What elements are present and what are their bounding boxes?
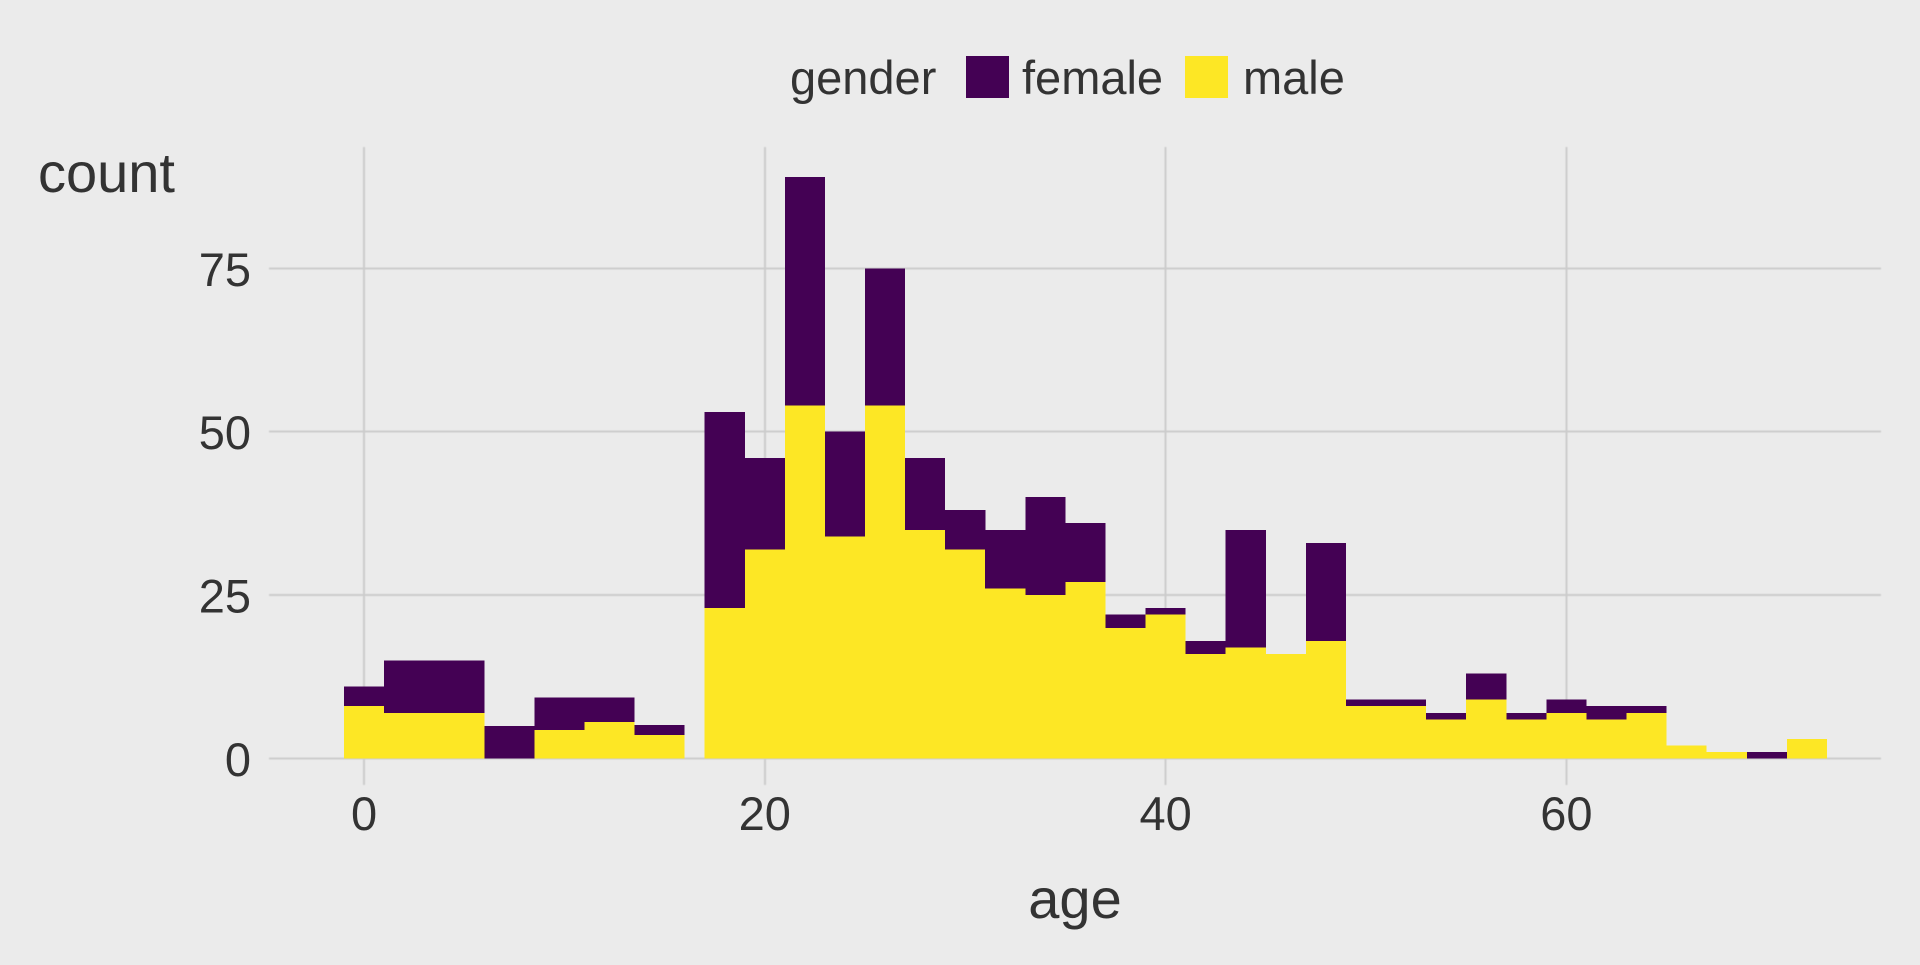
svg-text:gender: gender	[790, 51, 936, 104]
svg-text:male: male	[1243, 51, 1345, 104]
svg-text:60: 60	[1540, 787, 1592, 840]
svg-text:age: age	[1028, 867, 1121, 930]
svg-text:0: 0	[225, 733, 251, 786]
svg-text:count: count	[38, 141, 175, 204]
svg-text:75: 75	[199, 243, 251, 296]
svg-text:20: 20	[739, 787, 791, 840]
svg-text:40: 40	[1139, 787, 1191, 840]
svg-text:50: 50	[199, 406, 251, 459]
svg-text:female: female	[1022, 51, 1163, 104]
svg-text:25: 25	[199, 570, 251, 623]
svg-text:0: 0	[351, 787, 377, 840]
